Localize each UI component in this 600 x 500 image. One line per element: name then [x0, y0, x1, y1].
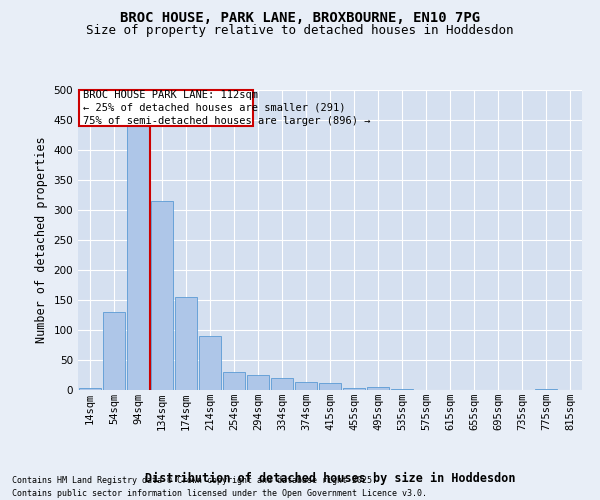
- Bar: [103, 312, 125, 390]
- Bar: [319, 383, 341, 390]
- X-axis label: Distribution of detached houses by size in Hoddesdon: Distribution of detached houses by size …: [145, 472, 515, 485]
- Bar: [127, 114, 149, 390]
- Bar: [151, 201, 173, 390]
- Text: BROC HOUSE PARK LANE: 112sqm
← 25% of detached houses are smaller (291)
75% of s: BROC HOUSE PARK LANE: 112sqm ← 25% of de…: [83, 90, 370, 126]
- Bar: [295, 382, 317, 390]
- Bar: [343, 388, 365, 390]
- Bar: [367, 387, 389, 390]
- Bar: [247, 375, 269, 390]
- Bar: [223, 372, 245, 390]
- Y-axis label: Number of detached properties: Number of detached properties: [35, 136, 48, 344]
- Text: Contains HM Land Registry data © Crown copyright and database right 2025.: Contains HM Land Registry data © Crown c…: [12, 476, 377, 485]
- Bar: [175, 297, 197, 390]
- Text: Contains public sector information licensed under the Open Government Licence v3: Contains public sector information licen…: [12, 488, 427, 498]
- Text: Size of property relative to detached houses in Hoddesdon: Size of property relative to detached ho…: [86, 24, 514, 37]
- Bar: [271, 378, 293, 390]
- Bar: [79, 388, 101, 390]
- Bar: [199, 336, 221, 390]
- Text: BROC HOUSE, PARK LANE, BROXBOURNE, EN10 7PG: BROC HOUSE, PARK LANE, BROXBOURNE, EN10 …: [120, 11, 480, 25]
- FancyBboxPatch shape: [79, 90, 253, 126]
